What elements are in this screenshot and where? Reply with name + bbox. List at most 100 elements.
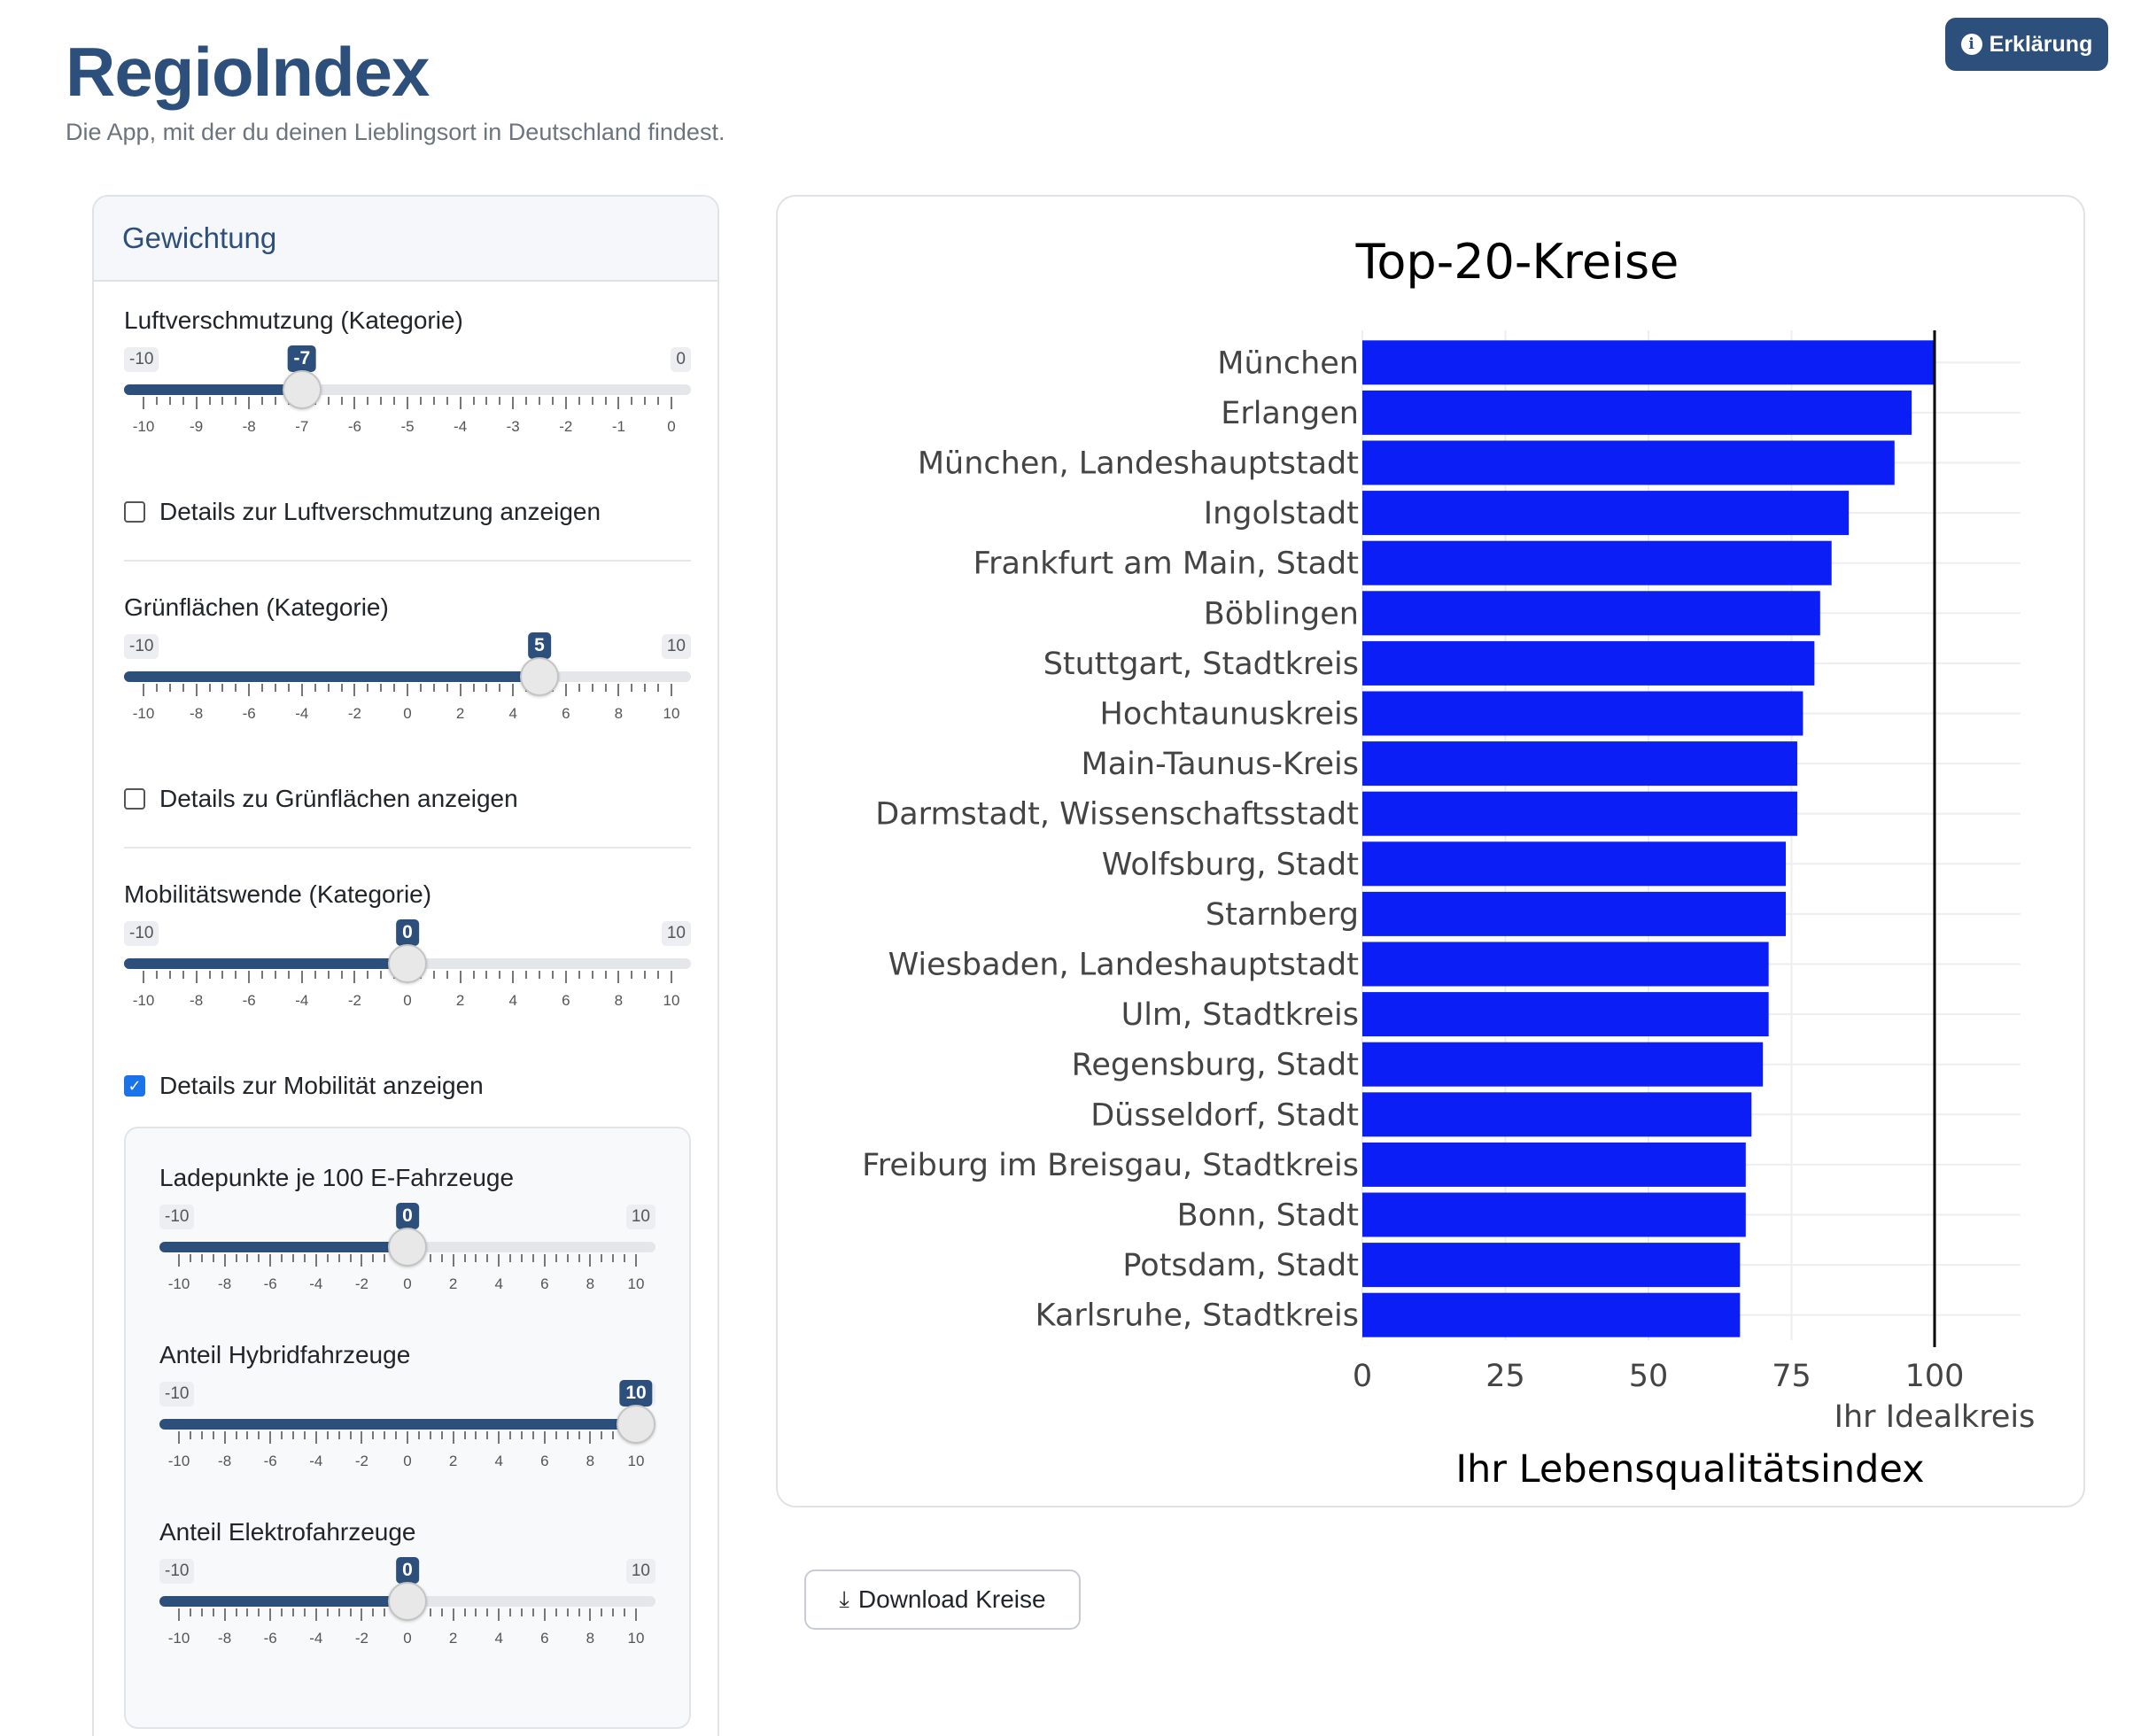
slider-tick (353, 397, 356, 409)
slider-tick (446, 971, 448, 979)
slider-tick (566, 1431, 569, 1439)
slider-handle[interactable] (388, 1582, 427, 1621)
slider-track[interactable] (159, 1419, 655, 1430)
slider-handle[interactable] (388, 944, 427, 983)
category-label: München (1217, 345, 1359, 381)
slider-tick (178, 1254, 180, 1267)
slider-tick-label: 4 (508, 705, 517, 722)
slider-tick (657, 684, 660, 692)
slider-tick (440, 1254, 443, 1262)
slider-tick (407, 1431, 408, 1444)
slider-fill (124, 384, 302, 395)
slider-tick (372, 1254, 375, 1262)
slider-tick (578, 397, 580, 405)
slider-tick (671, 397, 672, 409)
slider-tick (195, 397, 198, 409)
slider-tick (432, 684, 435, 692)
slider-tick (578, 684, 580, 692)
slider-tick (208, 971, 211, 979)
bar (1362, 340, 1935, 385)
checkbox-row[interactable]: ✓ Details zur Mobilität anzeigen (124, 1072, 691, 1100)
checkbox-green-space[interactable] (124, 788, 145, 810)
slider-label: Luftverschmutzung (Kategorie) (124, 306, 463, 334)
slider-tick (292, 1254, 294, 1262)
slider-tick (337, 1431, 340, 1439)
slider-tick (380, 684, 383, 692)
slider-tick (564, 397, 567, 409)
slider-green-space[interactable]: -10 10 5 -10 -8 -6 -4 -2 0 2 4 6 8 10 (124, 632, 691, 748)
slider-tick (429, 1431, 431, 1439)
slider-tick-label: -8 (218, 1453, 232, 1469)
checkbox-row[interactable]: Details zur Luftverschmutzung anzeigen (124, 498, 691, 526)
slider-fill (124, 671, 539, 682)
slider-tick (208, 684, 211, 692)
slider-tick-label: -3 (506, 418, 520, 435)
slider-tick (189, 1608, 191, 1616)
slider-tick (564, 971, 567, 983)
slider-min-label: -10 (159, 1382, 195, 1407)
slider-tick (543, 1254, 546, 1267)
slider-tick (617, 684, 620, 696)
slider-tick (314, 1254, 317, 1267)
slider-charging-points[interactable]: -10 10 0 -10 -8 -6 -4 -2 0 2 4 6 8 10 (159, 1203, 655, 1318)
slider-tick (671, 684, 672, 696)
slider-mobility[interactable]: -10 10 0 -10 -8 -6 -4 -2 0 2 4 6 8 10 (124, 919, 691, 1035)
slider-tick (395, 1431, 398, 1439)
slider-tick (258, 1254, 260, 1262)
slider-tick (212, 1431, 214, 1439)
help-button[interactable]: i Erklärung (1945, 18, 2108, 71)
slider-tick-label: 6 (562, 992, 570, 1009)
slider-tick (353, 684, 356, 696)
slider-tick (555, 1431, 557, 1439)
slider-tick (499, 397, 501, 405)
slider-tick (361, 1254, 363, 1267)
slider-tick (168, 684, 171, 692)
checkbox-mobility[interactable]: ✓ (124, 1075, 145, 1097)
slider-handle[interactable] (617, 1405, 655, 1444)
checkbox-label: Details zu Grünflächen anzeigen (159, 785, 518, 812)
slider-tick (380, 397, 383, 405)
slider-air-pollution[interactable]: -10 0 -7 -10 -9 -8 -7 -6 -5 -4 -3 -2 -1 0 (124, 345, 691, 461)
slider-tick (221, 397, 224, 405)
slider-handle[interactable] (388, 1228, 427, 1267)
slider-value-badge: -7 (287, 345, 317, 372)
slider-track[interactable] (124, 384, 691, 395)
slider-handle[interactable] (520, 657, 559, 696)
slider-tick-label: 10 (663, 992, 680, 1009)
slider-tick (509, 1254, 512, 1262)
info-icon: i (1960, 34, 1982, 55)
slider-tick (525, 397, 528, 405)
slider-tick-label: -2 (354, 1275, 368, 1292)
slider-electric-share[interactable]: -10 10 0 -10 -8 -6 -4 -2 0 2 4 6 8 10 (159, 1557, 655, 1672)
slider-tick (578, 1431, 580, 1439)
slider-tick (261, 397, 264, 405)
slider-tick (182, 397, 184, 405)
slider-tick (589, 1254, 592, 1267)
slider-tick (472, 684, 475, 692)
category-label: Frankfurt am Main, Stadt (973, 546, 1359, 582)
slider-tick (367, 397, 369, 405)
slider-tick-label: -2 (354, 1453, 368, 1469)
slider-max-label: 0 (671, 347, 691, 372)
slider-tick-label: 4 (508, 992, 517, 1009)
slider-tick (617, 971, 620, 983)
slider-track[interactable] (124, 671, 691, 682)
slider-tick (361, 1431, 363, 1444)
slider-tick (635, 1608, 637, 1621)
download-button[interactable]: ⤓ Download Kreise (804, 1569, 1081, 1630)
slider-tick (195, 684, 198, 696)
slider-tick (281, 1608, 283, 1616)
slider-handle[interactable] (282, 370, 322, 409)
checkbox-air-pollution[interactable] (124, 501, 145, 523)
slider-tick (337, 1608, 340, 1616)
x-tick-label: 100 (1905, 1359, 1965, 1394)
slider-tick (367, 971, 369, 979)
slider-tick (624, 1608, 626, 1616)
slider-tick-label: 10 (627, 1453, 645, 1469)
slider-tick (275, 971, 276, 979)
x-tick-label: 25 (1485, 1359, 1525, 1394)
checkbox-row[interactable]: Details zu Grünflächen anzeigen (124, 785, 691, 813)
slider-tick (604, 971, 607, 979)
bar (1362, 1092, 1752, 1137)
